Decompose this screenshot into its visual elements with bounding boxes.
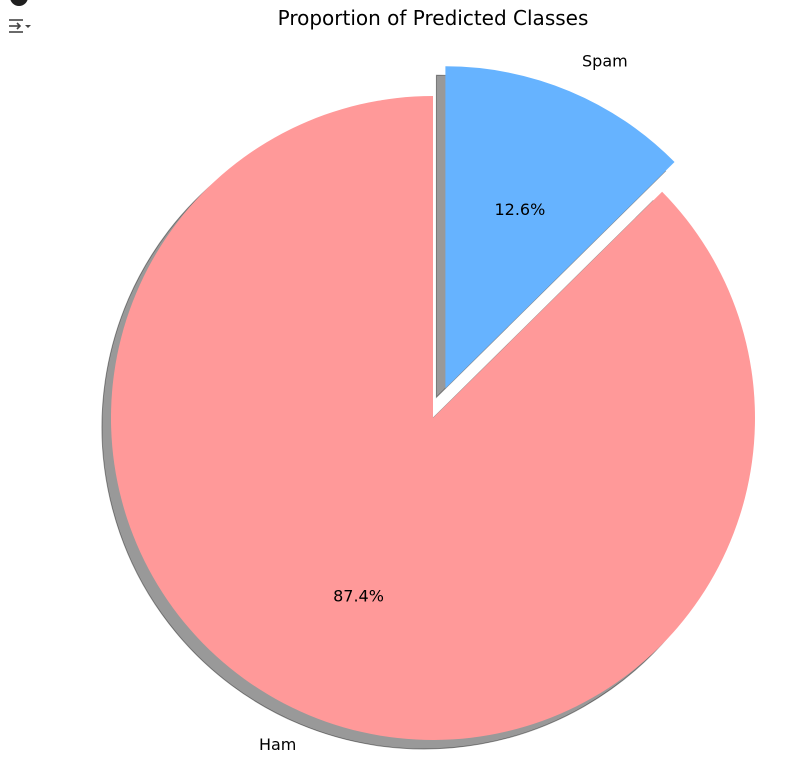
pie-slice-ham xyxy=(110,96,755,740)
slice-label-spam: Spam xyxy=(582,52,628,71)
percent-label-ham: 87.4% xyxy=(333,586,384,605)
pie-label-layer: Ham 87.4% Spam 12.6% xyxy=(259,52,628,754)
chart-title: Proportion of Predicted Classes xyxy=(278,6,589,30)
pie-slice-layer xyxy=(110,66,755,740)
pie-slice-spam xyxy=(445,66,675,389)
percent-label-spam: 12.6% xyxy=(494,200,545,219)
slice-label-ham: Ham xyxy=(259,735,296,754)
run-indicator-icon xyxy=(10,0,28,6)
output-toggle-icon[interactable] xyxy=(6,14,34,40)
